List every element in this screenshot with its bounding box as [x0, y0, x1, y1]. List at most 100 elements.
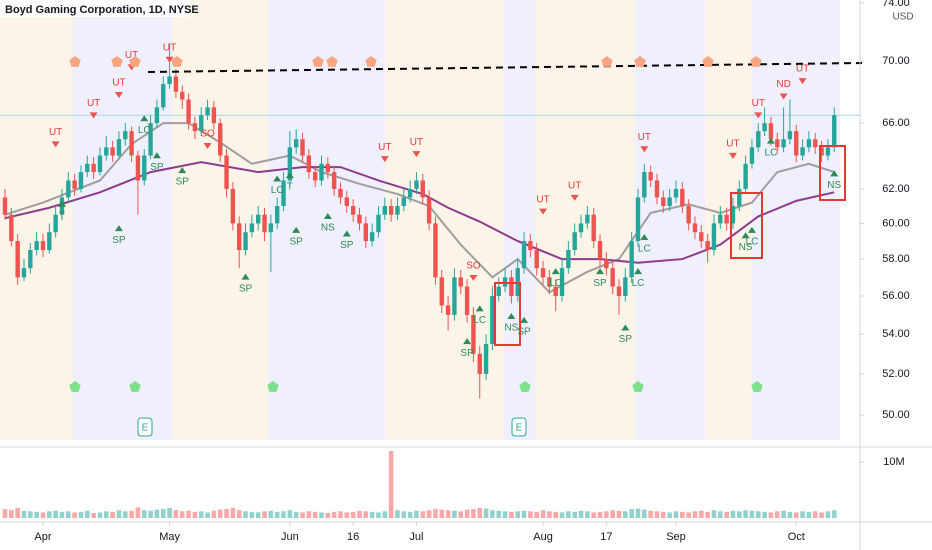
candle-body	[268, 223, 274, 233]
volume-bar	[654, 511, 660, 518]
volume-bar	[705, 511, 710, 518]
volume-bar	[287, 510, 293, 518]
signal-triangle	[292, 226, 301, 233]
volume-bar	[762, 511, 767, 518]
volume-bar	[831, 510, 837, 518]
candle-body	[566, 250, 571, 269]
event-marker	[326, 56, 338, 67]
volume-bar	[369, 511, 375, 518]
y-tick-label: 52.00	[882, 368, 910, 380]
candle-body	[749, 147, 755, 164]
session-band	[73, 0, 172, 440]
candle-body	[205, 107, 210, 116]
volume-bar	[382, 511, 388, 518]
y-tick-label: 50.00	[882, 409, 910, 421]
candle-body	[53, 214, 58, 233]
volume-bar	[47, 511, 52, 518]
volume-bar	[395, 510, 400, 518]
volume-bar	[692, 511, 698, 518]
candle-body	[110, 147, 115, 156]
volume-bar	[717, 511, 723, 518]
volume-bar	[141, 510, 147, 518]
volume-bar	[344, 512, 350, 518]
signal-triangle	[178, 167, 187, 174]
signal-triangle	[241, 273, 250, 280]
volume-bar	[680, 511, 685, 518]
volume-bar	[578, 510, 584, 518]
candle-body	[819, 147, 824, 156]
candle-body	[762, 123, 767, 132]
volume-bar	[255, 512, 261, 518]
candle-body	[673, 188, 679, 198]
signal-label: UT	[410, 137, 423, 148]
candle-body	[781, 139, 786, 148]
volume-bar	[585, 511, 590, 518]
volume-bar	[534, 511, 540, 518]
y-tick-label: 54.00	[882, 328, 910, 340]
volume-bar	[471, 509, 476, 518]
signal-label: LC	[746, 237, 759, 248]
volume-bar	[743, 510, 748, 518]
x-tick-label: Oct	[788, 531, 805, 543]
volume-bar	[711, 510, 717, 518]
signal-label: SP	[460, 348, 474, 359]
signal-label: LC	[138, 125, 151, 136]
signal-label: UT	[752, 98, 765, 109]
candle-body	[825, 147, 831, 156]
candle-body	[604, 259, 609, 269]
signal-triangle	[779, 93, 788, 100]
candle-body	[420, 180, 425, 198]
candle-body	[148, 123, 153, 156]
candle-body	[274, 206, 280, 224]
volume-bar	[350, 511, 356, 518]
earnings-label: E	[142, 423, 149, 434]
candle-body	[547, 277, 552, 287]
event-marker	[634, 56, 646, 67]
highlight-box	[494, 282, 521, 346]
y-tick-label: 58.00	[882, 253, 910, 265]
volume-bar	[97, 512, 103, 518]
volume-bar	[673, 511, 679, 518]
candle-body	[401, 197, 406, 207]
signal-label: SP	[239, 283, 253, 294]
candle-body	[692, 223, 698, 233]
volume-bar	[547, 511, 552, 518]
candle-body	[496, 286, 501, 296]
candle-body	[756, 131, 761, 148]
candle-body	[66, 180, 71, 198]
volume-bar	[648, 510, 653, 518]
session-band	[605, 0, 635, 440]
candle-body	[78, 172, 84, 189]
candle-body	[129, 131, 134, 156]
candle-body	[218, 123, 223, 156]
volume-bar	[667, 512, 672, 518]
volume-bar	[597, 511, 603, 518]
x-tick-label: Aug	[533, 531, 553, 543]
volume-bar	[40, 512, 46, 518]
candle-body	[477, 353, 482, 374]
candle-body	[806, 139, 812, 148]
volume-bar	[268, 510, 274, 518]
event-marker	[129, 56, 141, 67]
candle-body	[142, 155, 147, 181]
candle-body	[249, 223, 255, 233]
signal-label: SP	[290, 237, 304, 248]
volume-bar	[781, 510, 786, 518]
volume-bar	[281, 511, 286, 518]
signal-triangle	[634, 268, 642, 275]
candle-body	[28, 250, 33, 269]
signal-label: LC	[271, 185, 284, 196]
signal-label: UT	[49, 127, 62, 138]
candle-body	[21, 268, 27, 278]
volume-bar	[116, 510, 122, 518]
volume-bar	[642, 509, 647, 518]
candle-body	[91, 163, 96, 173]
y-tick-label: 56.00	[882, 290, 910, 302]
candle-body	[262, 214, 267, 233]
volume-bar	[553, 511, 559, 518]
earnings-marker: E	[137, 417, 153, 437]
candle-body	[369, 232, 375, 242]
volume-bar	[211, 510, 217, 518]
candle-body	[407, 188, 413, 198]
signal-triangle	[57, 200, 66, 207]
